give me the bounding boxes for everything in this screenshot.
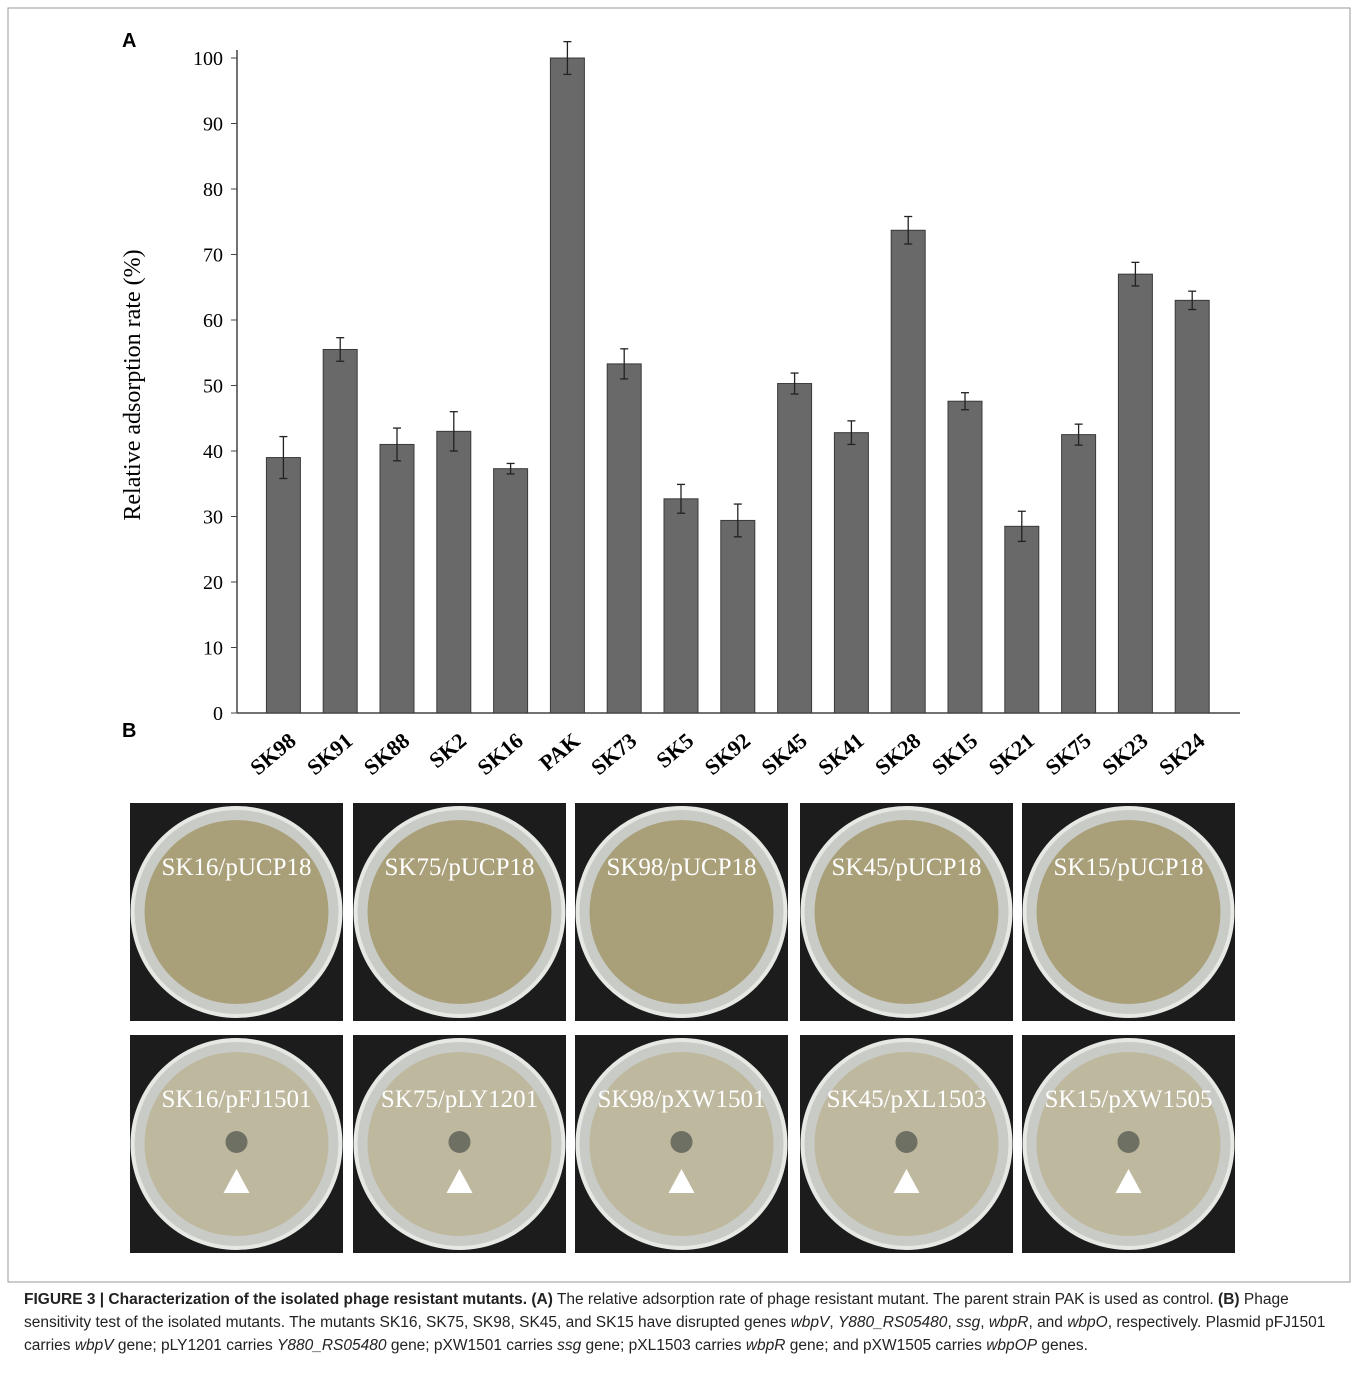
y-tick-label: 40	[203, 441, 223, 463]
bar	[494, 469, 528, 713]
caption-text: ssg	[956, 1314, 980, 1331]
panel-label: A	[122, 30, 136, 52]
caption-text: gene; and pXW1505 carries	[785, 1337, 986, 1354]
plate-agar	[1037, 820, 1221, 1004]
x-tick-label: SK21	[984, 728, 1039, 780]
plate-label: SK98/pXW1501	[597, 1086, 765, 1113]
bar	[1005, 526, 1039, 713]
plate-label: SK75/pLY1201	[381, 1086, 538, 1113]
x-tick-label: SK15	[927, 728, 982, 780]
x-tick-label: PAK	[534, 728, 584, 776]
y-tick-label: 100	[193, 48, 223, 70]
x-tick-label: SK92	[700, 728, 755, 780]
x-tick-label: SK2	[424, 728, 471, 773]
plaque	[449, 1131, 471, 1153]
caption-text: gene; pLY1201 carries	[114, 1337, 277, 1354]
bar	[1062, 435, 1096, 713]
caption-text: wbpR	[746, 1337, 786, 1354]
plate-agar	[590, 820, 774, 1004]
bar	[834, 433, 868, 713]
y-tick-label: 10	[203, 638, 223, 660]
bar	[891, 230, 925, 713]
panel-label: B	[122, 720, 136, 742]
plaque	[226, 1131, 248, 1153]
plate-agar	[368, 820, 552, 1004]
plate-label: SK45/pXL1503	[827, 1086, 987, 1113]
x-tick-label: SK98	[245, 728, 300, 780]
y-tick-label: 70	[203, 245, 223, 267]
plate-label: SK15/pUCP18	[1053, 854, 1203, 881]
plate-label: SK45/pUCP18	[831, 854, 981, 881]
bar	[550, 58, 584, 713]
caption-text: Y880_RS05480	[277, 1337, 386, 1354]
x-tick-label: SK28	[870, 728, 925, 780]
caption-text: wbpO	[1067, 1314, 1108, 1331]
page: A B Relative adsorption rate (%) 0 10 20 30…	[0, 0, 1358, 1392]
y-axis-label: Relative adsorption rate (%)	[120, 249, 146, 520]
x-tick-label: SK5	[651, 728, 698, 773]
y-tick-label: 80	[203, 179, 223, 201]
x-tick-label: SK24	[1154, 728, 1209, 780]
x-tick-label: SK88	[359, 728, 414, 780]
bar	[607, 364, 641, 713]
y-tick-label: 50	[203, 376, 223, 398]
caption-text: The relative adsorption rate of phage re…	[553, 1291, 1218, 1308]
y-tick-label: 0	[213, 703, 223, 725]
x-tick-label: SK16	[472, 728, 527, 780]
caption-text: ,	[980, 1314, 989, 1331]
plate-label: SK16/pFJ1501	[161, 1086, 311, 1113]
caption-text: wbpV	[791, 1314, 830, 1331]
bar	[721, 520, 755, 713]
x-tick-label: SK75	[1040, 728, 1095, 780]
plate-label: SK75/pUCP18	[384, 854, 534, 881]
caption-text: FIGURE 3 | Characterization of the isola…	[24, 1291, 527, 1308]
caption-text: (B)	[1218, 1291, 1240, 1308]
bar	[664, 499, 698, 713]
bar	[948, 401, 982, 713]
plaque	[896, 1131, 918, 1153]
bar	[778, 384, 812, 713]
x-tick-label: SK41	[813, 728, 868, 780]
caption-text: wbpV	[75, 1337, 114, 1354]
plaque	[1118, 1131, 1140, 1153]
plate-label: SK15/pXW1505	[1044, 1086, 1212, 1113]
caption-text: ,	[947, 1314, 956, 1331]
plate-agar	[815, 820, 999, 1004]
caption-text: (A)	[531, 1291, 553, 1308]
bar	[323, 349, 357, 713]
bar	[380, 444, 414, 713]
x-tick-label: SK91	[302, 728, 357, 780]
plate-label: SK98/pUCP18	[606, 854, 756, 881]
plate-label: SK16/pUCP18	[161, 854, 311, 881]
caption-text: Y880_RS05480	[838, 1314, 947, 1331]
caption-text: gene; pXL1503 carries	[581, 1337, 746, 1354]
caption-text: ,	[829, 1314, 838, 1331]
figure: A B Relative adsorption rate (%) 0 10 20 30…	[0, 0, 1358, 1285]
caption: FIGURE 3 | Characterization of the isola…	[24, 1288, 1340, 1357]
caption-text: , and	[1028, 1314, 1067, 1331]
plaque	[671, 1131, 693, 1153]
caption-text: gene; pXW1501 carries	[387, 1337, 558, 1354]
x-tick-label: SK45	[756, 728, 811, 780]
y-tick-label: 20	[203, 572, 223, 594]
caption-text: genes.	[1037, 1337, 1088, 1354]
caption-text: ssg	[557, 1337, 581, 1354]
caption-text: wbpR	[989, 1314, 1029, 1331]
plate-agar	[145, 820, 329, 1004]
bar	[266, 458, 300, 713]
bar	[1118, 274, 1152, 713]
y-tick-label: 30	[203, 507, 223, 529]
bar	[1175, 300, 1209, 713]
bar	[437, 431, 471, 713]
x-tick-label: SK73	[586, 728, 641, 780]
caption-text: wbpOP	[986, 1337, 1037, 1354]
x-tick-label: SK23	[1097, 728, 1152, 780]
y-tick-label: 60	[203, 310, 223, 332]
y-tick-label: 90	[203, 114, 223, 136]
